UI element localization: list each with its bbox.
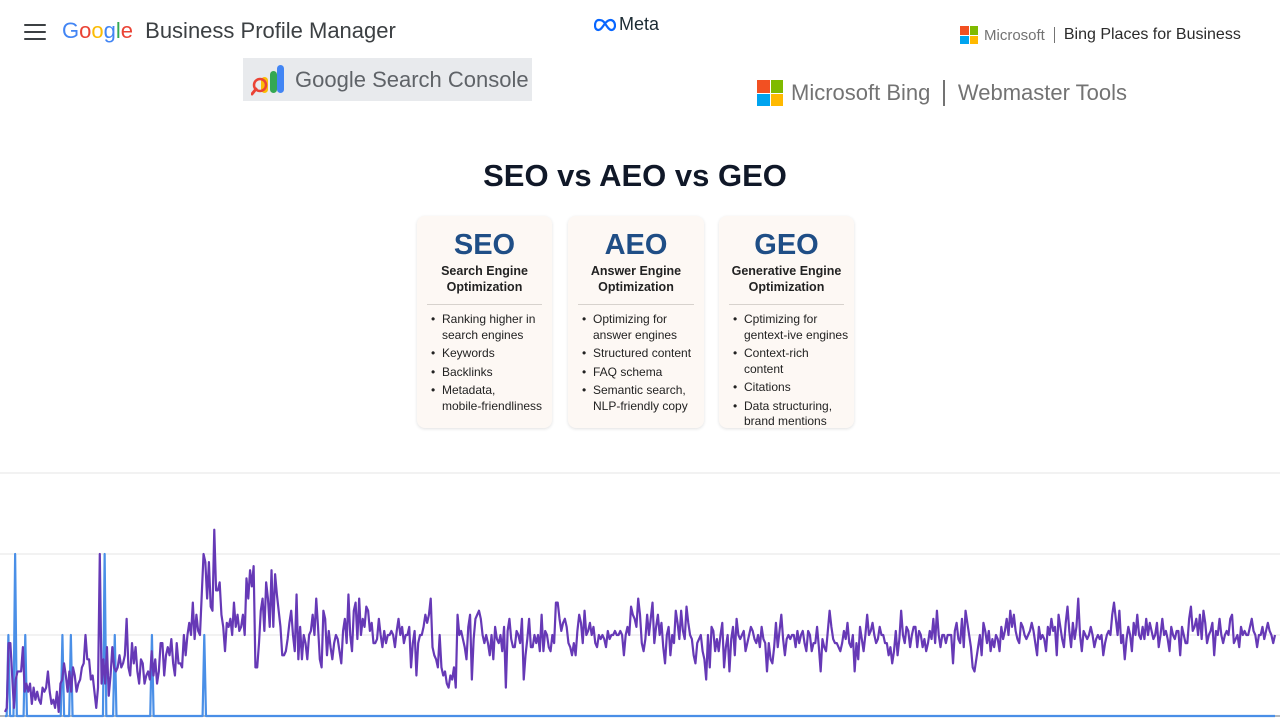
search-console-wordmark: Google Search Console <box>295 67 529 93</box>
card-seo: SEO Search Engine Optimization Ranking h… <box>417 216 552 428</box>
google-letter: o <box>91 18 104 43</box>
performance-line-chart <box>0 472 1280 718</box>
series-line <box>5 552 1275 718</box>
card-divider <box>729 304 844 305</box>
bing-webmaster-tools-logo[interactable]: Microsoft Bing Webmaster Tools <box>757 80 1127 106</box>
microsoft-bing-wordmark: Microsoft Bing <box>791 80 931 105</box>
gbp-product-name: Business Profile Manager <box>145 18 396 43</box>
list-item: Metadata,mobile-friendliness <box>431 383 548 414</box>
microsoft-logo-icon <box>757 80 783 106</box>
meta-wordmark: Meta <box>619 14 660 34</box>
google-letter: e <box>120 18 134 43</box>
chart-grid <box>0 472 1280 717</box>
card-fullname: Generative Engine Optimization <box>731 264 842 294</box>
list-item: Semantic search,NLP-friendly copy <box>582 383 700 414</box>
card-divider <box>427 304 542 305</box>
google-search-console-logo[interactable]: Google Search Console <box>243 58 532 101</box>
list-item: Context-rich content <box>733 346 850 377</box>
card-aeo: AEO Answer Engine Optimization Optimizin… <box>568 216 704 428</box>
hamburger-icon <box>24 24 46 26</box>
logo-divider <box>1053 27 1055 43</box>
google-business-profile-logo[interactable]: Google Business Profile Manager <box>62 18 396 44</box>
card-abbr: AEO <box>604 229 668 261</box>
list-item: Structured content <box>582 346 700 362</box>
google-letter: g <box>103 18 116 43</box>
list-item: Data structuring,brand mentions <box>733 399 850 430</box>
card-abbr: SEO <box>453 229 516 261</box>
webmaster-tools-label: Webmaster Tools <box>957 80 1128 105</box>
chart-series <box>3 528 1277 718</box>
list-item: Backlinks <box>431 365 548 381</box>
card-fullname: Search Engine Optimization <box>441 264 528 294</box>
page-title: SEO vs AEO vs GEO <box>483 158 787 193</box>
search-console-word: Search Console <box>365 66 529 92</box>
series-line <box>3 528 1277 714</box>
google-word: Google <box>295 66 366 92</box>
meta-logo[interactable]: Meta <box>594 14 659 35</box>
microsoft-wordmark: Microsoft <box>984 26 1045 44</box>
card-divider <box>578 304 694 305</box>
list-item: Citations <box>733 380 850 396</box>
microsoft-logo-icon <box>960 26 978 44</box>
bing-places-logo[interactable]: Microsoft Bing Places for Business <box>960 26 1241 44</box>
google-letter: o <box>79 18 92 43</box>
hamburger-menu-button[interactable] <box>24 24 46 42</box>
bing-places-label: Bing Places for Business <box>1063 26 1241 43</box>
google-wordmark: Google <box>62 18 139 43</box>
card-geo: GEO Generative Engine Optimization Cptim… <box>719 216 854 428</box>
list-item: Keywords <box>431 346 548 362</box>
google-letter: l <box>115 18 121 43</box>
search-console-logo-icon <box>251 64 284 95</box>
list-item: FAQ schema <box>582 365 700 381</box>
card-fullname: Answer Engine Optimization <box>590 264 682 294</box>
card-abbr: GEO <box>754 229 819 261</box>
meta-infinity-icon <box>594 18 616 31</box>
google-letter: G <box>62 18 80 43</box>
logo-divider <box>943 80 945 106</box>
